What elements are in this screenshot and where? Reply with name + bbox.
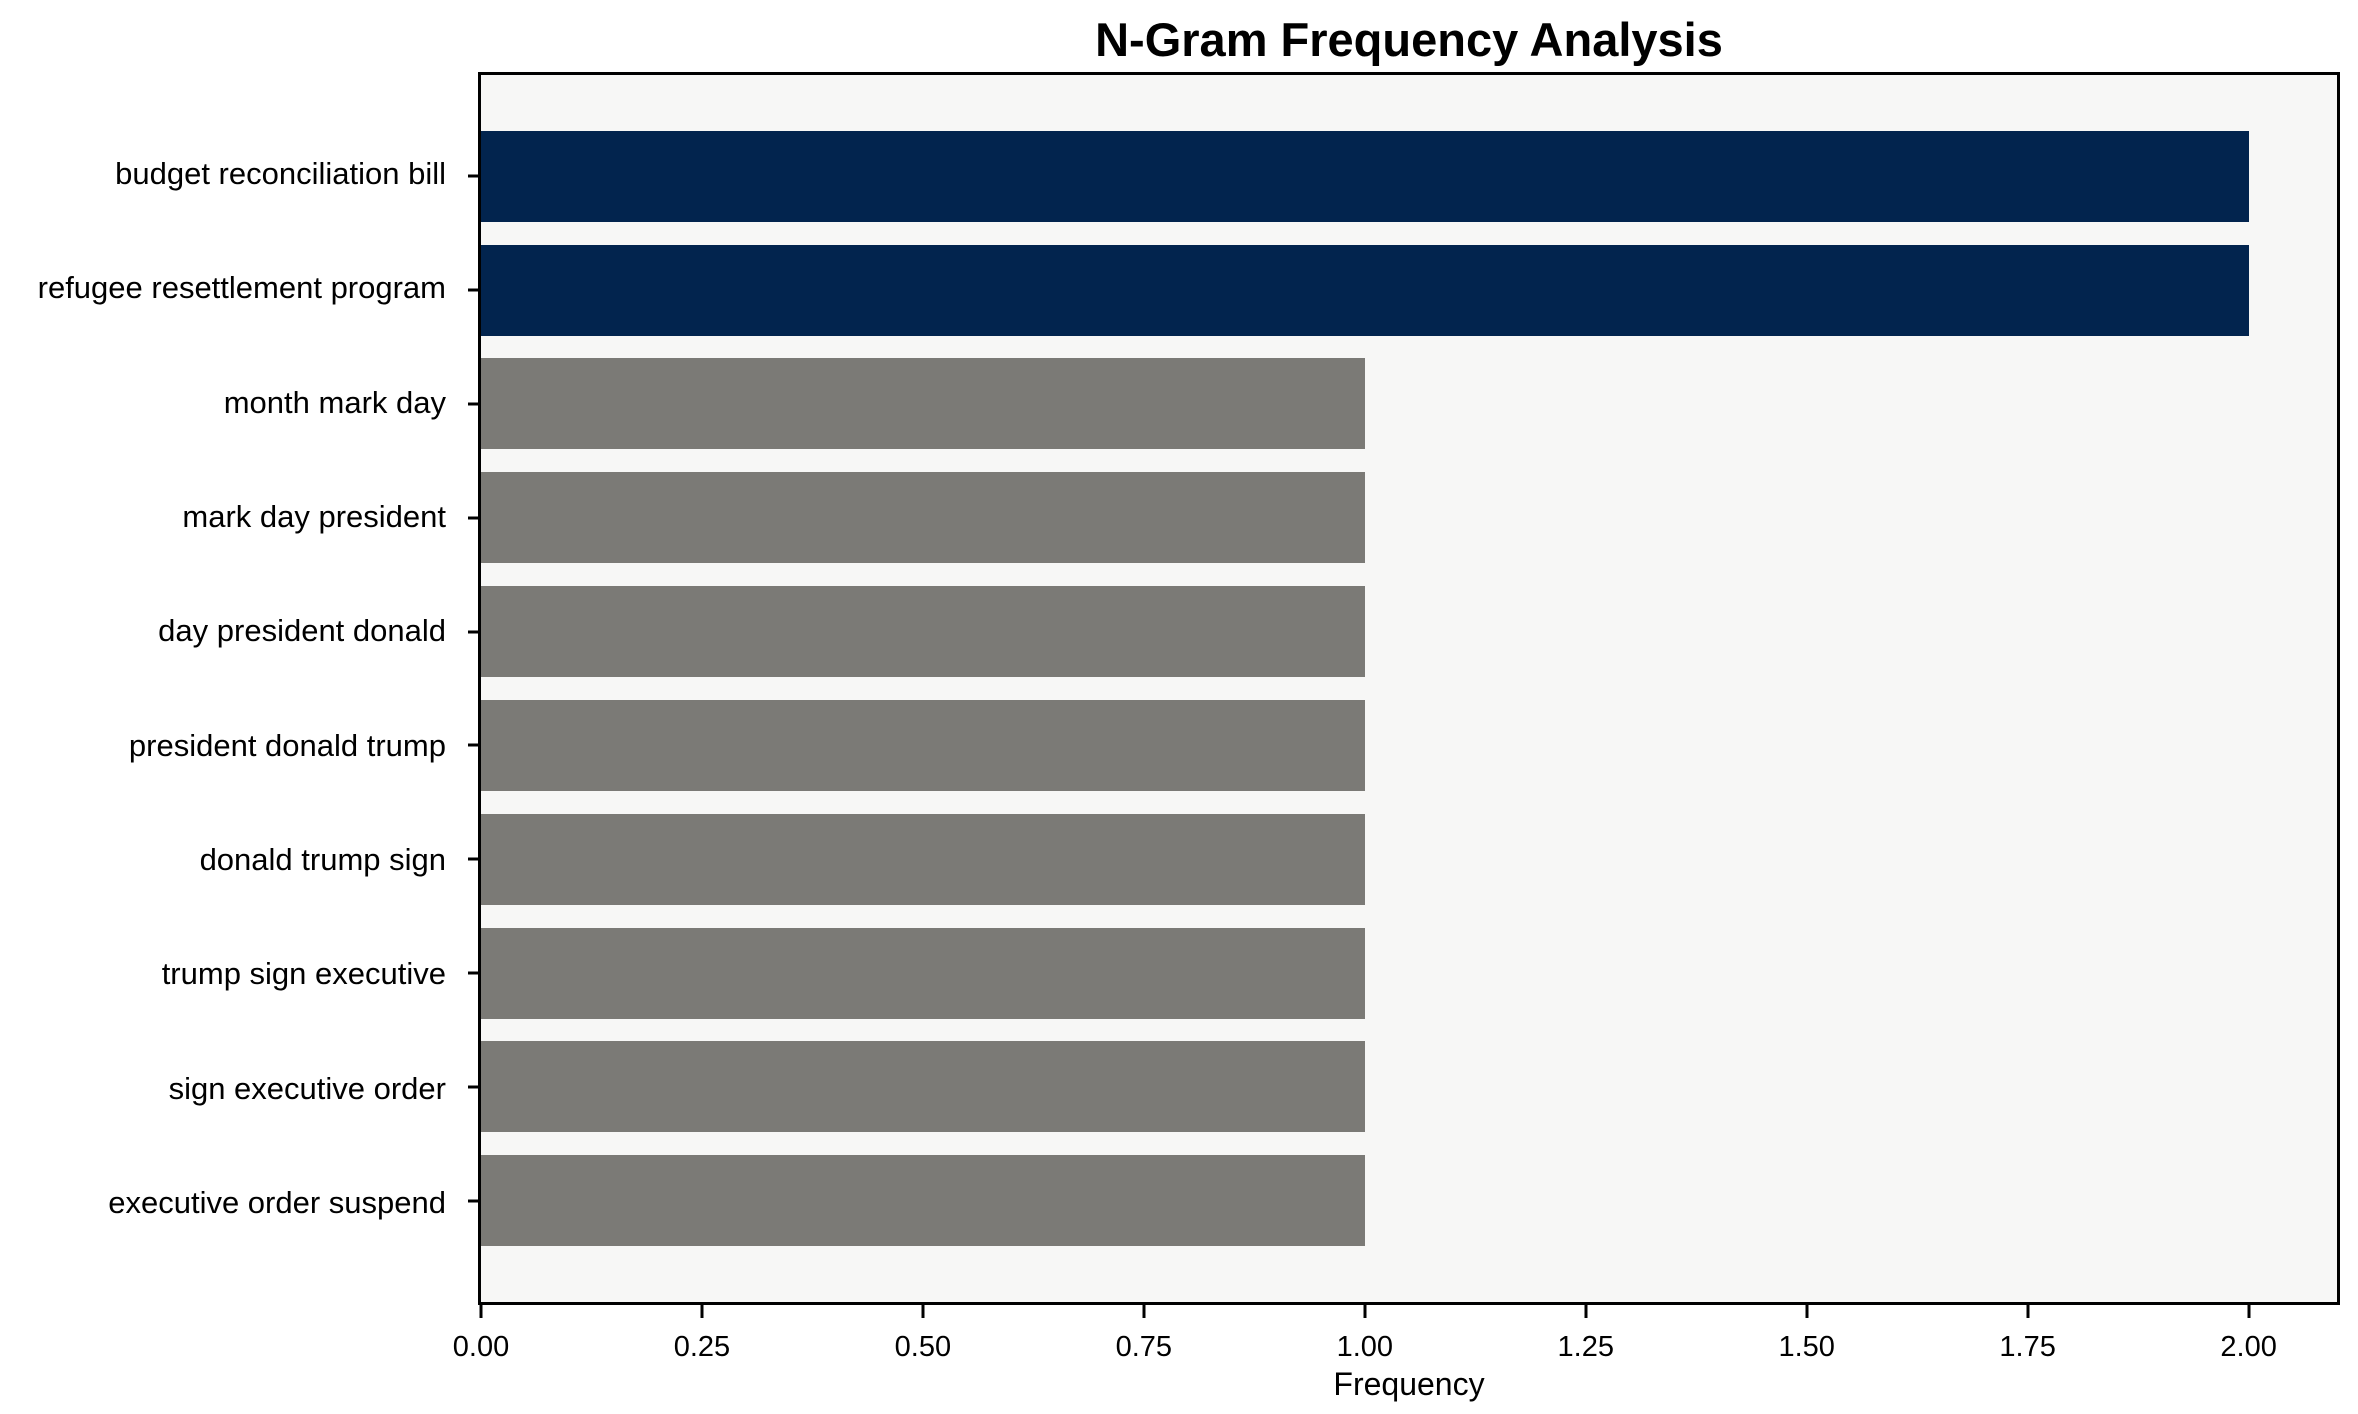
y-tick — [468, 1085, 481, 1089]
x-tick-label: 1.50 — [1778, 1331, 1835, 1363]
x-tick — [479, 1305, 483, 1318]
y-axis-label: donald trump sign — [199, 842, 446, 878]
x-axis-label: Frequency — [1333, 1366, 1485, 1402]
y-tick — [468, 630, 481, 634]
x-tick — [2026, 1305, 2030, 1318]
bar-day-president-donald — [481, 586, 1365, 678]
y-axis-label: refugee resettlement program — [37, 270, 446, 306]
y-tick — [468, 1199, 481, 1203]
x-tick-label: 2.00 — [2220, 1331, 2277, 1363]
y-axis-label: sign executive order — [168, 1070, 446, 1106]
x-tick — [921, 1305, 925, 1318]
x-tick-label: 0.75 — [1115, 1331, 1173, 1363]
y-axis-label: executive order suspend — [108, 1185, 446, 1221]
x-tick-label: 0.50 — [894, 1331, 952, 1363]
x-tick — [2247, 1305, 2251, 1318]
y-axis-label: day president donald — [158, 613, 446, 649]
bar-donald-trump-sign — [481, 813, 1365, 905]
bar-month-mark-day — [481, 358, 1365, 450]
y-tick — [468, 288, 481, 292]
x-tick-label: 1.75 — [1999, 1331, 2056, 1363]
chart-title: N-Gram Frequency Analysis — [1095, 13, 1723, 66]
bar-president-donald-trump — [481, 699, 1365, 791]
y-tick — [468, 402, 481, 406]
y-axis-label: president donald trump — [128, 727, 446, 763]
bar-refugee-resettlement-program — [481, 244, 2249, 336]
y-axis-label: budget reconciliation bill — [115, 155, 446, 191]
x-tick-label: 1.00 — [1336, 1331, 1394, 1363]
y-axis-labels: budget reconciliation bill refugee resett… — [0, 72, 462, 1305]
y-tick — [468, 857, 481, 861]
bar-budget-reconciliation-bill — [481, 130, 2249, 222]
x-tick — [1363, 1305, 1367, 1318]
y-tick — [468, 516, 481, 520]
x-tick-label: 0.00 — [452, 1331, 510, 1363]
x-tick-label: 1.25 — [1557, 1331, 1614, 1363]
x-tick — [1142, 1305, 1146, 1318]
x-tick — [700, 1305, 704, 1318]
bar-trump-sign-executive — [481, 927, 1365, 1019]
x-tick — [1805, 1305, 1809, 1318]
x-tick-label: 0.25 — [673, 1331, 731, 1363]
x-tick — [1584, 1305, 1588, 1318]
bar-executive-order-suspend — [481, 1155, 1365, 1247]
bar-sign-executive-order — [481, 1041, 1365, 1133]
y-tick — [468, 971, 481, 975]
y-axis-label: month mark day — [223, 384, 446, 420]
bar-mark-day-president — [481, 472, 1365, 564]
y-axis-label: trump sign executive — [161, 956, 446, 992]
y-axis-label: mark day president — [182, 498, 446, 534]
y-tick — [468, 743, 481, 747]
y-tick — [468, 174, 481, 178]
plot-area: 0.00 0.25 0.50 0.75 1.00 1.25 1.50 1.75 2.00 — [453, 72, 2340, 1363]
